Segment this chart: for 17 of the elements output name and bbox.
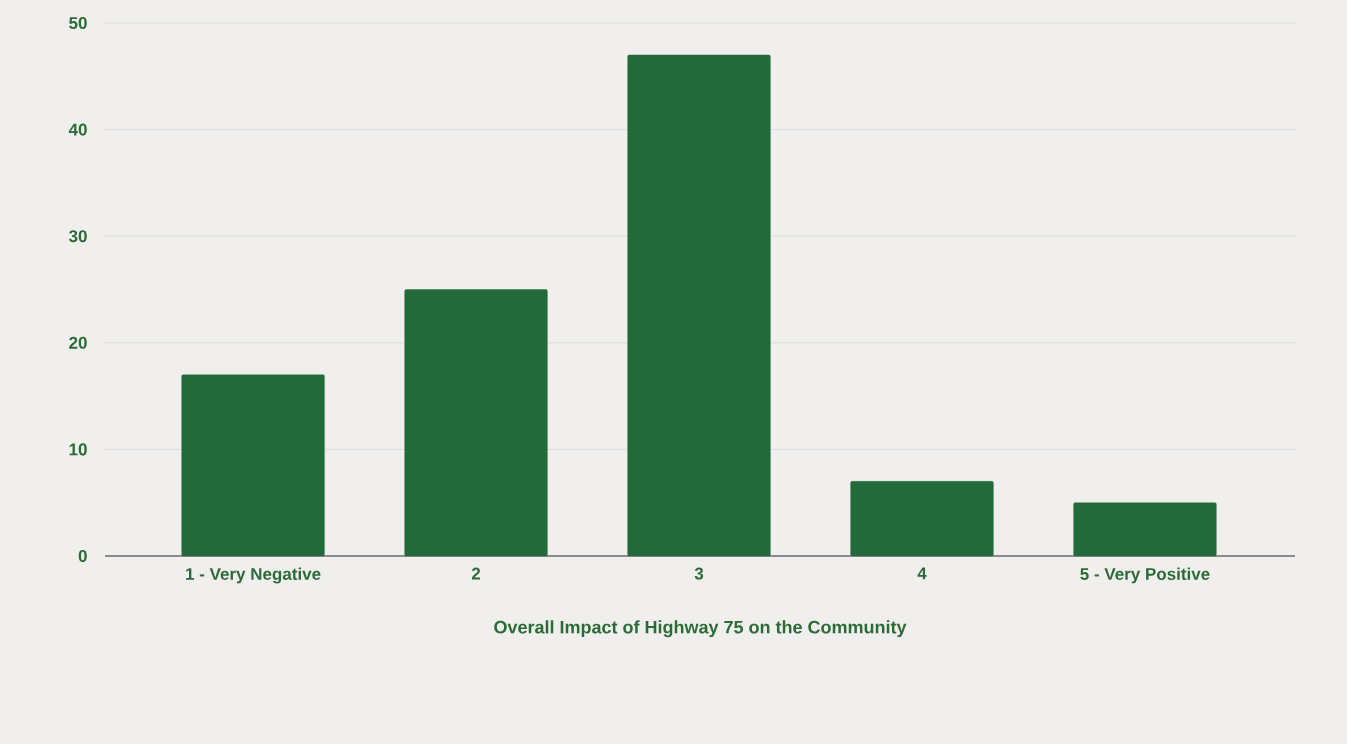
y-tick-label: 20 (69, 336, 87, 349)
x-tick-label: 3 (694, 567, 704, 580)
y-tick-label: 50 (69, 16, 87, 30)
y-tick-label: 10 (69, 443, 87, 456)
y-tick-label: 30 (68, 230, 87, 243)
x-tick-label: 5 - Very Positive (1080, 567, 1210, 584)
x-axis-title: Overall Impact of Highway 75 on the Community (494, 620, 907, 638)
y-tick-label: 40 (68, 123, 87, 136)
bar (627, 54, 771, 557)
bar (181, 374, 325, 557)
x-tick-label: 2 (471, 567, 481, 580)
y-tick-label: 0 (78, 549, 87, 563)
bar (404, 289, 548, 557)
x-tick-label: 1 - Very Negative (186, 567, 321, 584)
bar (850, 481, 994, 557)
bar (1073, 502, 1217, 557)
x-tick-label: 4 (917, 567, 927, 580)
